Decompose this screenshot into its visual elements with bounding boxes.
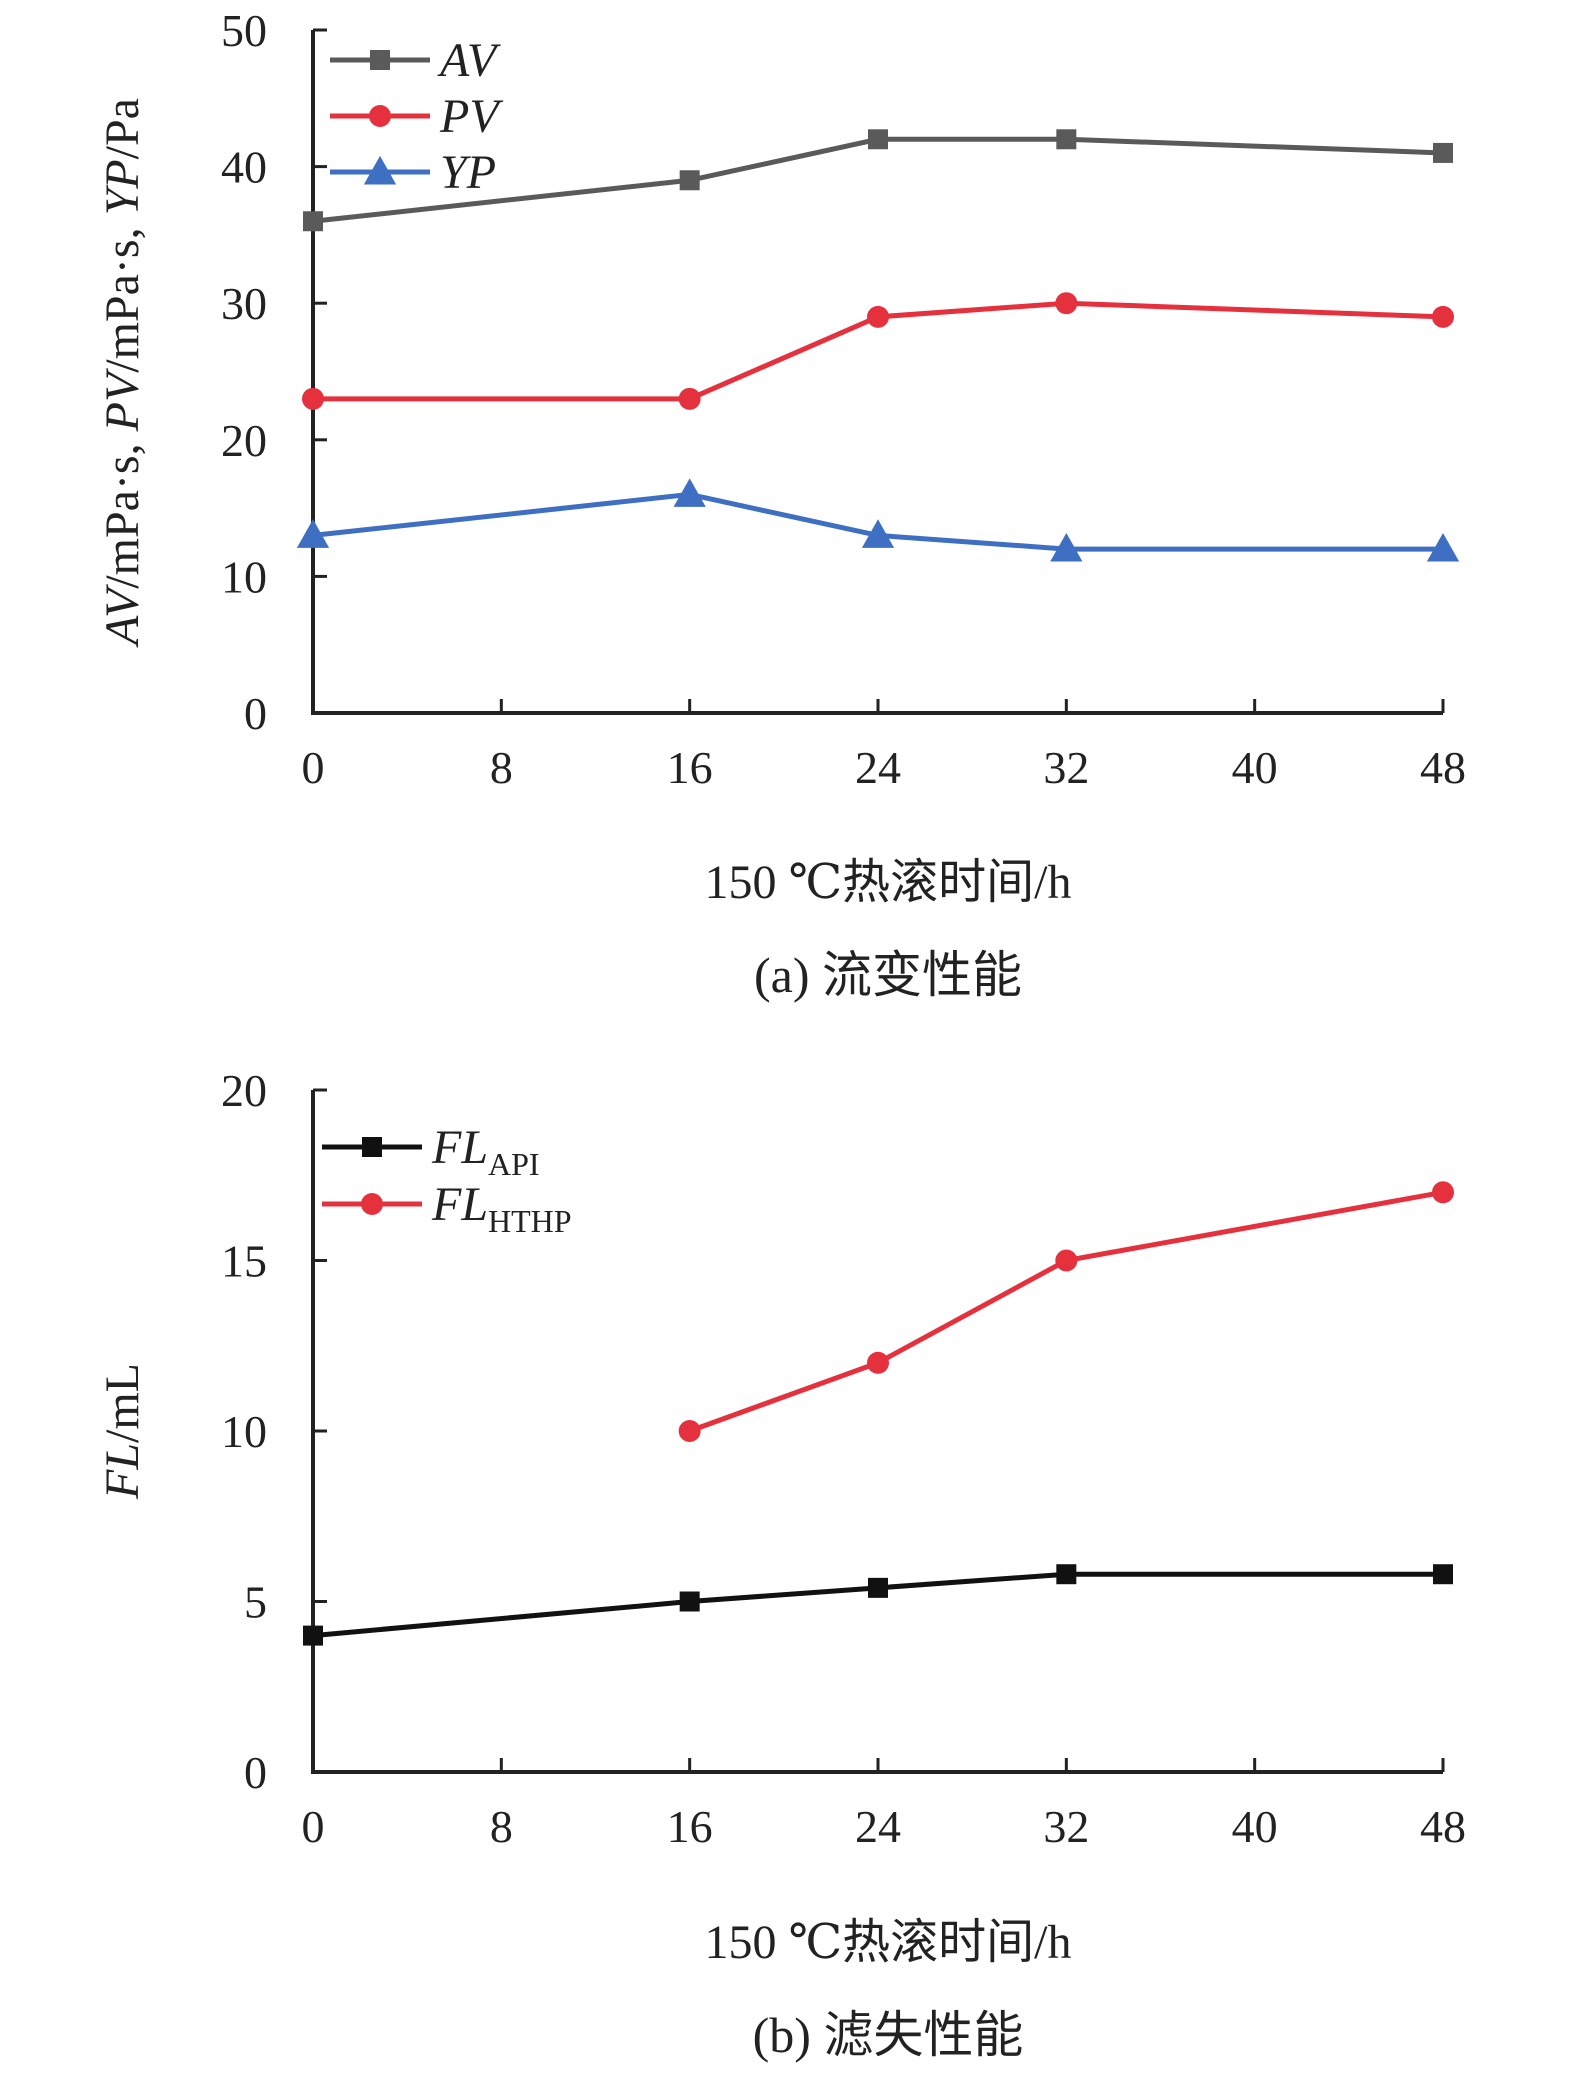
y-tick-label: 15	[221, 1236, 267, 1287]
legend-marker	[369, 105, 391, 127]
legend-marker	[370, 50, 390, 70]
y-tick-label: 20	[221, 1065, 267, 1116]
data-point	[1055, 292, 1078, 315]
data-point	[673, 478, 706, 507]
data-point	[296, 519, 330, 548]
x-tick-label: 40	[1232, 1801, 1278, 1852]
y-tick-label: 0	[244, 688, 267, 739]
y-axis-label: AV/mPa·s, PV/mPa·s, YP/Pa	[96, 98, 149, 648]
legend-label: AV	[437, 34, 501, 87]
legend-entry: FLHTHP	[322, 1178, 572, 1239]
data-point	[867, 305, 889, 328]
chart-panel-b: 0 5 10 15 20 0 8 16 24 32 40 48 150 ℃热滚时间/h FL/mL (b) …	[96, 1065, 1466, 2063]
y-tick-label: 10	[221, 1406, 267, 1457]
x-tick-label: 0	[302, 742, 325, 793]
x-tick-label: 8	[490, 742, 513, 793]
series-fl-api	[303, 1564, 1453, 1646]
x-tick-label: 24	[855, 1801, 901, 1852]
data-point	[302, 387, 324, 410]
chart-panel-a: 0 10 20 30 40 50 0 8 16 24 32 40 48 150 ℃热滚时间/h AV/mPa…	[96, 5, 1466, 1003]
x-tick-label: 48	[1420, 742, 1466, 793]
y-tick-label: 10	[221, 551, 267, 602]
data-point	[678, 1420, 701, 1442]
data-point	[1056, 1564, 1077, 1585]
data-point	[1050, 532, 1083, 562]
data-point	[1433, 1564, 1453, 1585]
series-pv	[302, 292, 1454, 410]
legend-marker	[361, 1193, 383, 1215]
y-tick-label: 40	[221, 142, 267, 193]
legend-label: YP	[440, 146, 496, 199]
legend-entry: YP	[330, 146, 496, 199]
data-point	[1055, 1249, 1078, 1272]
data-point	[679, 170, 700, 191]
series-line	[688, 1189, 1444, 1434]
x-tick-label: 48	[1420, 1801, 1466, 1852]
data-point	[679, 1591, 700, 1612]
legend-label: FLHTHP	[431, 1178, 572, 1239]
legend-entry: FLAPI	[322, 1121, 540, 1182]
y-tick-label: 50	[221, 5, 267, 56]
data-point	[303, 1625, 323, 1646]
series-av	[303, 129, 1453, 232]
data-point	[678, 387, 701, 410]
y-tick-label: 0	[244, 1747, 267, 1798]
x-tick-label: 40	[1232, 742, 1278, 793]
panel-caption: (b) 滤失性能	[753, 2007, 1024, 2063]
x-tick-label: 32	[1043, 1801, 1089, 1852]
data-point	[1433, 142, 1453, 163]
x-tick-label: 24	[855, 742, 901, 793]
panel-caption: (a) 流变性能	[754, 947, 1022, 1003]
x-tick-label: 16	[667, 1801, 713, 1852]
series-yp	[296, 478, 1460, 562]
x-tick-label: 0	[302, 1801, 325, 1852]
series-fl-hthp	[678, 1181, 1454, 1442]
data-point	[867, 1351, 889, 1374]
legend-marker	[363, 155, 397, 185]
x-axis-label: 150 ℃热滚时间/h	[704, 1916, 1071, 1969]
x-tick-label: 8	[490, 1801, 513, 1852]
y-tick-label: 30	[221, 278, 267, 329]
data-point	[868, 129, 888, 150]
legend-entry: AV	[330, 34, 501, 87]
data-point	[1432, 1181, 1454, 1204]
legend-marker	[362, 1137, 382, 1157]
x-tick-label: 16	[667, 742, 713, 793]
y-tick-label: 20	[221, 415, 267, 466]
data-point	[1432, 305, 1454, 328]
y-tick-label: 5	[244, 1577, 267, 1628]
x-axis-label: 150 ℃热滚时间/h	[704, 856, 1071, 909]
legend-entry: PV	[330, 90, 503, 143]
y-axis-label: FL/mL	[96, 1363, 149, 1500]
data-point	[1056, 129, 1077, 150]
data-point	[861, 519, 895, 548]
x-tick-label: 32	[1043, 742, 1089, 793]
data-point	[868, 1577, 888, 1598]
data-point	[303, 211, 323, 232]
legend-label: PV	[439, 90, 503, 143]
data-point	[1426, 532, 1460, 562]
legend-label: FLAPI	[431, 1121, 540, 1182]
